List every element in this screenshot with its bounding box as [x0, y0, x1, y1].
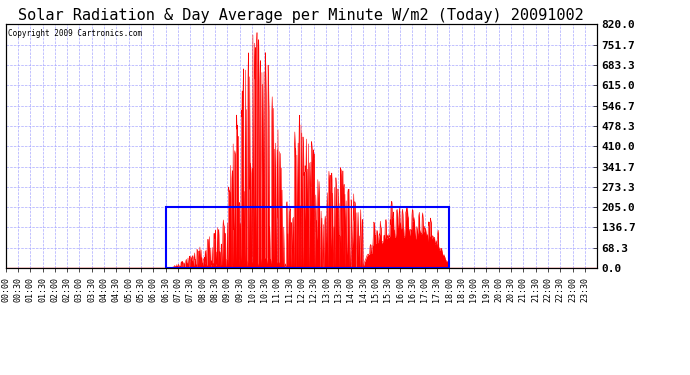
Title: Solar Radiation & Day Average per Minute W/m2 (Today) 20091002: Solar Radiation & Day Average per Minute…	[19, 8, 584, 23]
Bar	[166, 207, 449, 268]
Text: Copyright 2009 Cartronics.com: Copyright 2009 Cartronics.com	[8, 29, 143, 38]
